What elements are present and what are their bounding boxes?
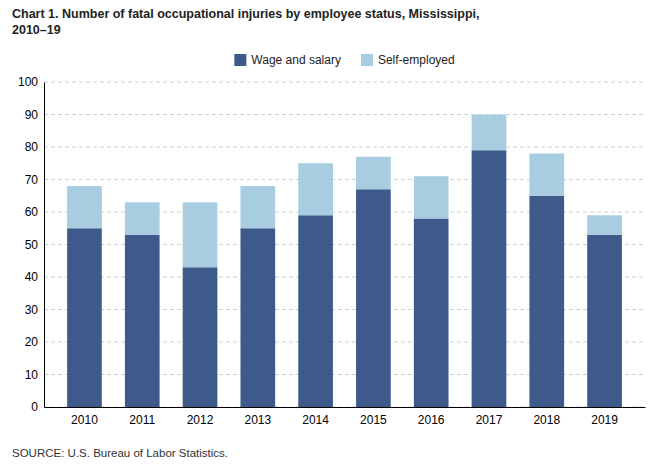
x-tick: 2017 [476, 407, 503, 427]
y-tick: 70 [25, 173, 44, 187]
bar [587, 215, 622, 235]
y-tick-label: 50 [25, 238, 39, 252]
series [67, 150, 622, 407]
grid-line [44, 114, 645, 115]
y-tick: 10 [25, 368, 44, 382]
x-tick: 2019 [591, 407, 618, 427]
y-tick-label: 70 [25, 173, 39, 187]
bar [125, 235, 160, 407]
x-tick: 2018 [533, 407, 560, 427]
y-tick-label: 40 [25, 270, 39, 284]
legend-item: Self-employed [361, 53, 455, 67]
legend-label: Wage and salary [251, 53, 341, 67]
x-tick-label: 2011 [129, 413, 155, 427]
bar [67, 228, 102, 407]
bar [356, 157, 391, 190]
annotation: SOURCE: U.S. Bureau of Labor Statistics. [12, 447, 228, 459]
y-tick-label: 20 [25, 335, 39, 349]
bar [183, 202, 218, 267]
x-tick-label: 2013 [244, 413, 271, 427]
bar [529, 196, 564, 407]
y-tick: 90 [25, 108, 44, 122]
bar [414, 219, 449, 408]
grid-line [44, 82, 645, 83]
y-axis-line [44, 83, 45, 408]
bar [356, 189, 391, 407]
grid [44, 82, 645, 407]
bar [298, 163, 333, 215]
x-tick: 2016 [418, 407, 445, 427]
y-tick: 80 [25, 140, 44, 154]
x-tick: 2010 [71, 407, 98, 427]
x-tick: 2015 [360, 407, 387, 427]
title-line: 2010–19 [12, 23, 61, 37]
x-tick-label: 2015 [360, 413, 387, 427]
series [67, 115, 622, 268]
y-tick: 40 [25, 270, 44, 284]
x-tick-label: 2010 [71, 413, 98, 427]
legend-swatch [361, 54, 373, 66]
y-tick-label: 10 [25, 368, 39, 382]
bar [472, 115, 507, 151]
y-tick: 0 [31, 400, 44, 414]
y-tick: 20 [25, 335, 44, 349]
x-tick-label: 2016 [418, 413, 445, 427]
x-tick-label: 2018 [533, 413, 560, 427]
legend-label: Self-employed [378, 53, 455, 67]
bar [529, 154, 564, 196]
bar [240, 228, 275, 407]
x-tick-label: 2012 [187, 413, 214, 427]
x-tick: 2012 [187, 407, 214, 427]
y-tick: 30 [25, 303, 44, 317]
y-tick: 50 [25, 238, 44, 252]
legend-swatch [234, 54, 246, 66]
bar [587, 235, 622, 407]
x-tick-label: 2014 [302, 413, 329, 427]
x-tick-label: 2017 [476, 413, 503, 427]
x-tick-label: 2019 [591, 413, 618, 427]
bar [183, 267, 218, 407]
y-tick-label: 90 [25, 108, 39, 122]
bar [298, 215, 333, 407]
bar [240, 186, 275, 228]
y-tick-label: 100 [18, 75, 38, 89]
x-tick: 2011 [129, 407, 155, 427]
bars [67, 115, 622, 408]
y-tick-label: 0 [31, 400, 38, 414]
y-tick-label: 30 [25, 303, 39, 317]
legend-item: Wage and salary [234, 53, 341, 67]
title-line: Chart 1. Number of fatal occupational in… [12, 7, 479, 21]
x-tick: 2014 [302, 407, 329, 427]
y-tick: 100 [18, 75, 44, 89]
x-axis-line [45, 407, 646, 408]
bar [414, 176, 449, 218]
y-tick-label: 60 [25, 205, 39, 219]
x-axis: 2010 2011 2012 2013 2014 2015 2016 2017 2018 2019 [45, 407, 646, 427]
plot: 2010201120122013201420152016201720182019… [18, 75, 646, 426]
bar [67, 186, 102, 228]
title: Chart 1. Number of fatal occupational in… [12, 7, 479, 37]
x-tick: 2013 [244, 407, 271, 427]
y-axis: 0 10 20 30 40 50 60 70 80 90 100 [18, 75, 45, 414]
chart: Chart 1. Number of fatal occupational in… [0, 0, 661, 465]
bar [125, 202, 160, 235]
grid-line [44, 147, 645, 148]
bar [472, 150, 507, 407]
y-tick-label: 80 [25, 140, 39, 154]
legend: Wage and salary Self-employed [234, 53, 454, 67]
y-tick: 60 [25, 205, 44, 219]
